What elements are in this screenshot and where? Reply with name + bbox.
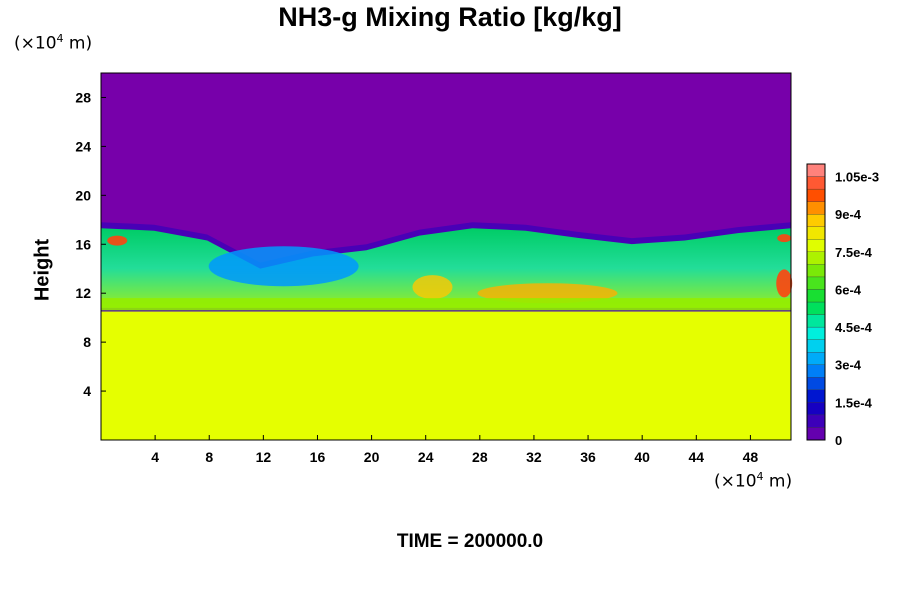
- colorbar-segment: [806, 226, 826, 240]
- colorbar-segment: [806, 352, 826, 365]
- x-tick-label: 24: [418, 449, 434, 465]
- y-tick-label: 16: [75, 236, 91, 252]
- x-tick-label: 20: [364, 449, 380, 465]
- colorbar-segment: [806, 163, 826, 177]
- colorbar-segment: [806, 251, 826, 265]
- colorbar-tick-label: 9e-4: [835, 207, 862, 222]
- y-tick-label: 12: [75, 285, 91, 301]
- colorbar-tick-label: 6e-4: [835, 282, 862, 297]
- y-tick-label: 20: [75, 187, 91, 203]
- colorbar-segment: [806, 377, 826, 390]
- y-tick-label: 8: [83, 334, 91, 350]
- colorbar-segment: [806, 301, 826, 315]
- x-axis-ticks: 4 8 12 16 20 24 28 32 36 40 44 48: [151, 435, 758, 465]
- colorbar: 0 1.5e-4 3e-4 4.5e-4 6e-4 7.5e-4 9e-4 1.05e-3: [806, 163, 879, 448]
- colorbar-segment: [806, 214, 826, 227]
- y-tick-label: 28: [75, 89, 91, 105]
- colorbar-segment: [806, 402, 826, 416]
- colorbar-segment: [806, 239, 826, 252]
- x-tick-label: 16: [310, 449, 326, 465]
- warm-region: [412, 275, 453, 300]
- colorbar-segment: [806, 326, 826, 340]
- colorbar-segment: [806, 201, 826, 215]
- x-tick-label: 36: [580, 449, 596, 465]
- y-axis-ticks: 4 8 12 16 20 24 28: [75, 89, 106, 399]
- colorbar-segment: [806, 276, 826, 290]
- colorbar-segment: [806, 389, 826, 403]
- y-axis-unit: (×104 m): [14, 32, 93, 54]
- colorbar-tick-label: 7.5e-4: [835, 245, 873, 260]
- x-tick-label: 32: [526, 449, 542, 465]
- y-tick-label: 24: [75, 138, 91, 154]
- colorbar-tick-label: 1.5e-4: [835, 395, 873, 410]
- plot-frame: [100, 72, 792, 441]
- x-tick-label: 48: [743, 449, 759, 465]
- colorbar-tick-label: 4.5e-4: [835, 320, 873, 335]
- colorbar-segment: [806, 339, 826, 353]
- colorbar-segment: [806, 364, 826, 378]
- x-tick-label: 44: [689, 449, 705, 465]
- mixing-layer: [101, 228, 791, 308]
- x-tick-label: 40: [634, 449, 650, 465]
- colorbar-segment: [806, 176, 826, 190]
- colorbar-tick-label: 3e-4: [835, 358, 862, 373]
- chart-title: NH3-g Mixing Ratio [kg/kg]: [278, 2, 622, 32]
- colorbar-segment: [806, 289, 826, 303]
- heatmap-field: [101, 222, 793, 440]
- plume-region: [208, 246, 359, 287]
- x-tick-label: 8: [205, 449, 213, 465]
- colorbar-segment: [806, 427, 826, 441]
- colorbar-segment: [806, 264, 826, 278]
- colorbar-tick-label: 1.05e-3: [835, 170, 879, 185]
- x-tick-label: 4: [151, 449, 159, 465]
- hot-spot: [777, 234, 792, 243]
- y-tick-label: 4: [83, 383, 91, 399]
- x-axis-unit: (×104 m): [714, 470, 793, 492]
- hot-spot: [107, 235, 128, 246]
- colorbar-segment: [806, 314, 826, 328]
- x-tick-label: 12: [256, 449, 272, 465]
- colorbar-frame: [806, 163, 826, 441]
- colorbar-tick-label: 0: [835, 433, 842, 448]
- transition-band: [101, 298, 791, 311]
- colorbar-segment: [806, 414, 826, 428]
- time-annotation: TIME = 200000.0: [396, 531, 544, 552]
- lower-layer: [101, 305, 791, 440]
- x-tick-label: 28: [472, 449, 488, 465]
- colorbar-segment: [806, 188, 826, 202]
- hot-spot: [776, 269, 793, 298]
